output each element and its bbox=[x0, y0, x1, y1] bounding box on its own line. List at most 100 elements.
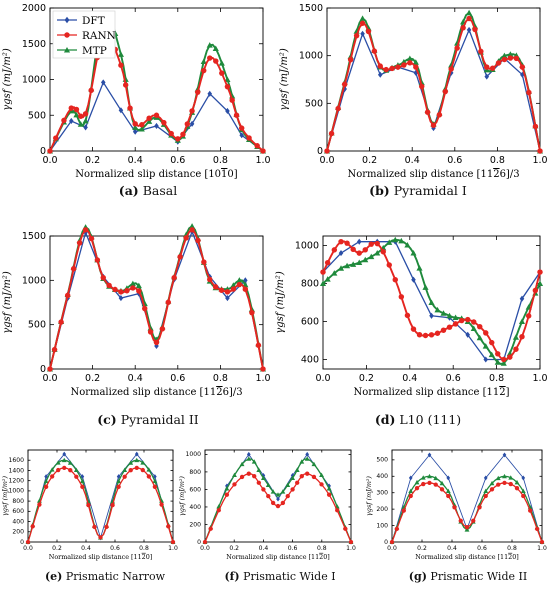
y-tick-label: 500 bbox=[305, 98, 323, 109]
x-tick-label: 0.0 bbox=[387, 545, 397, 552]
data-point-rann bbox=[295, 480, 300, 485]
data-point-rann bbox=[414, 486, 420, 491]
x-tick-label: 0.0 bbox=[315, 373, 330, 384]
data-point-mtp bbox=[246, 456, 252, 461]
data-point-mtp bbox=[466, 9, 473, 16]
y-axis-label: γgsf (mJ/m²) bbox=[1, 476, 9, 516]
x-tick-label: 0.2 bbox=[417, 545, 427, 552]
data-point-mtp bbox=[117, 51, 124, 57]
y-tick-label: 200 bbox=[189, 521, 201, 528]
data-point-rann bbox=[165, 299, 171, 306]
data-point-rann bbox=[537, 269, 543, 275]
y-tick-label: 2000 bbox=[22, 3, 46, 14]
data-point-rann bbox=[389, 65, 395, 72]
data-point-rann bbox=[368, 241, 374, 247]
y-tick-label: 800 bbox=[301, 279, 319, 290]
y-tick-label: 1000 bbox=[295, 241, 319, 252]
data-point-dft bbox=[80, 474, 85, 480]
data-point-rann bbox=[433, 482, 438, 487]
data-point-dft bbox=[327, 483, 331, 489]
data-point-mtp bbox=[218, 60, 225, 66]
data-point-dft bbox=[446, 475, 451, 481]
data-point-dft bbox=[246, 451, 251, 457]
data-point-mtp bbox=[299, 459, 305, 464]
data-point-rann bbox=[335, 105, 341, 112]
data-point-rann bbox=[404, 312, 411, 319]
legend-label-dft: DFT bbox=[82, 15, 105, 27]
data-point-mtp bbox=[49, 467, 55, 472]
data-point-rann bbox=[130, 285, 136, 291]
data-point-mtp bbox=[189, 223, 196, 229]
plot-frame bbox=[49, 235, 264, 370]
data-point-rann bbox=[254, 143, 260, 149]
data-point-rann bbox=[246, 471, 251, 476]
x-tick-label: 1.0 bbox=[532, 155, 547, 166]
data-point-mtp bbox=[434, 306, 441, 313]
data-point-rann bbox=[489, 487, 495, 492]
data-point-rann bbox=[159, 502, 164, 507]
data-point-rann bbox=[446, 324, 453, 330]
data-point-dft bbox=[356, 238, 362, 245]
series-dft bbox=[324, 26, 543, 155]
data-point-rann bbox=[458, 317, 465, 324]
data-point-dft bbox=[360, 30, 365, 37]
caption-basal: (a) Basal bbox=[118, 183, 178, 198]
data-point-rann bbox=[229, 97, 235, 103]
data-point-mtp bbox=[122, 467, 128, 472]
data-point-rann bbox=[507, 55, 514, 61]
y-tick-label: 0 bbox=[20, 539, 24, 546]
data-point-rann bbox=[152, 484, 158, 489]
data-point-rann bbox=[466, 15, 472, 22]
x-axis-label: Normalized slip distance [1120] bbox=[49, 553, 153, 561]
series-mtp bbox=[323, 9, 544, 154]
data-point-rann bbox=[47, 366, 53, 372]
data-point-rann bbox=[353, 32, 360, 39]
data-point-rann bbox=[92, 524, 97, 530]
data-point-rann bbox=[224, 289, 231, 295]
data-point-rann bbox=[118, 62, 124, 68]
x-tick-label: 1.0 bbox=[532, 373, 547, 384]
data-point-rann bbox=[347, 56, 354, 63]
data-point-rann bbox=[246, 135, 252, 141]
data-point-rann bbox=[224, 83, 231, 90]
data-point-rann bbox=[495, 60, 502, 66]
data-point-rann bbox=[219, 70, 225, 76]
data-point-dft bbox=[483, 475, 488, 481]
data-point-mtp bbox=[344, 262, 351, 269]
data-point-dft bbox=[521, 475, 526, 481]
x-axis-label: Normalized slip distance [1126]/3 bbox=[347, 169, 519, 180]
data-point-rann bbox=[37, 502, 42, 507]
x-tick-label: 0.4 bbox=[402, 373, 417, 384]
series-rann bbox=[389, 480, 545, 545]
data-point-rann bbox=[275, 503, 281, 509]
data-point-mtp bbox=[356, 259, 363, 266]
data-point-mtp bbox=[251, 459, 257, 464]
y-tick-label: 200 bbox=[12, 529, 24, 536]
data-point-rann bbox=[51, 346, 58, 353]
data-point-rann bbox=[335, 508, 340, 513]
data-point-mtp bbox=[439, 480, 445, 486]
data-point-rann bbox=[465, 316, 471, 323]
y-axis-label: γgsf (mJ/m²) bbox=[2, 48, 13, 111]
data-point-rann bbox=[496, 482, 501, 487]
data-point-dft bbox=[116, 474, 121, 480]
data-point-dft bbox=[83, 124, 88, 131]
data-point-rann bbox=[532, 123, 539, 130]
y-tick-label: 400 bbox=[301, 355, 319, 366]
x-axis-label: Normalized slip distance [1120] bbox=[226, 553, 330, 561]
y-tick-label: 800 bbox=[189, 469, 201, 476]
data-point-mtp bbox=[495, 475, 501, 481]
x-tick-label: 1.0 bbox=[537, 545, 547, 552]
data-point-rann bbox=[328, 130, 335, 137]
data-point-mtp bbox=[428, 299, 435, 305]
data-point-rann bbox=[365, 28, 372, 35]
data-point-rann bbox=[260, 148, 266, 154]
data-point-rann bbox=[216, 508, 221, 513]
data-point-rann bbox=[58, 319, 64, 325]
data-point-rann bbox=[430, 122, 437, 128]
data-point-dft bbox=[305, 451, 310, 457]
data-point-rann bbox=[212, 284, 219, 290]
x-tick-label: 1.0 bbox=[346, 545, 356, 552]
data-point-rann bbox=[88, 235, 95, 242]
data-point-rann bbox=[362, 247, 368, 253]
